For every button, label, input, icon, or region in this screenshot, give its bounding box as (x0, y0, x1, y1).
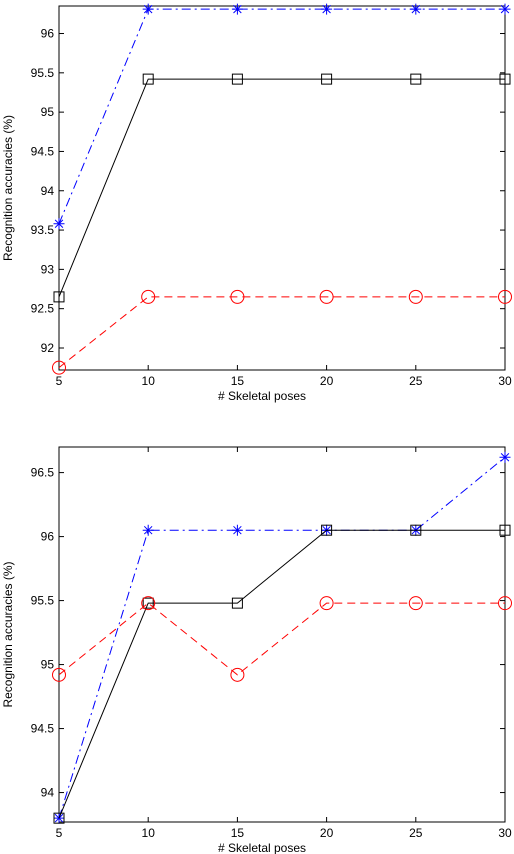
series-line (58, 456, 506, 819)
y-tick-label: 96.5 (31, 466, 55, 480)
data-point-circle (141, 289, 156, 304)
series-asterisk (53, 3, 511, 230)
data-point-asterisk (231, 524, 243, 536)
series-line (58, 296, 505, 368)
chart-2: 5 10 15 20 25 30 94 94.5 95 95.5 96 96.5 # Skeletal … (1, 446, 512, 854)
data-point-asterisk (499, 451, 511, 463)
data-point-circle (230, 667, 245, 682)
y-tick-label: 94 (41, 184, 55, 198)
data-point-circle (498, 289, 512, 304)
y-tick-label: 95 (41, 658, 55, 672)
y-tick-label: 95.5 (31, 594, 55, 608)
data-point-circle (408, 596, 423, 611)
data-point-circle (319, 289, 334, 304)
data-point-square (53, 291, 65, 303)
data-point-square (499, 73, 511, 85)
y-tick-label: 95.5 (31, 66, 55, 80)
plot-frame (58, 446, 506, 823)
data-point-asterisk (499, 3, 511, 15)
data-point-square (499, 524, 511, 536)
x-tick-label: 25 (409, 826, 423, 840)
y-tick-label: 94 (41, 786, 55, 800)
data-point-asterisk (410, 3, 422, 15)
series-square (53, 524, 511, 824)
x-tick-label: 5 (56, 374, 63, 388)
y-tick-label: 94.5 (31, 144, 55, 158)
x-tick-label: 10 (142, 826, 156, 840)
y-tick-label: 95 (41, 105, 55, 119)
x-tick-label: 20 (320, 826, 334, 840)
data-point-circle (52, 360, 66, 375)
data-point-square (231, 73, 243, 85)
x-tick-label: 15 (231, 826, 245, 840)
data-point-square (321, 73, 333, 85)
data-point-square (321, 524, 333, 536)
data-point-circle (319, 596, 334, 611)
x-tick-label: 30 (498, 826, 512, 840)
data-point-square (53, 812, 65, 824)
y-tick-label: 94.5 (31, 722, 55, 736)
y-axis-label: Recognition accuracies (%) (1, 561, 15, 707)
series-line (58, 529, 505, 819)
series-line (58, 8, 505, 224)
y-tick-label: 93.5 (31, 223, 55, 237)
y-tick-label: 92 (41, 341, 55, 355)
data-point-asterisk (321, 3, 333, 15)
data-point-circle (141, 596, 156, 611)
y-tick-label: 96 (41, 530, 55, 544)
plot-frame (58, 5, 506, 371)
data-point-asterisk (142, 524, 154, 536)
series-line (58, 602, 505, 676)
data-point-square (410, 73, 422, 85)
y-axis-label: Recognition accuracies (%) (1, 115, 15, 261)
x-axis-label: # Skeletal poses (218, 841, 306, 854)
data-point-circle (230, 289, 245, 304)
x-tick-label: 20 (320, 374, 334, 388)
x-tick-label: 5 (56, 826, 63, 840)
series-line (58, 78, 505, 298)
x-tick-label: 10 (142, 374, 156, 388)
data-point-square (142, 73, 154, 85)
data-point-asterisk (53, 218, 65, 230)
y-tick-label: 92.5 (31, 302, 55, 316)
data-point-square (231, 597, 243, 609)
y-tick-label: 96 (41, 27, 55, 41)
data-point-circle (52, 667, 66, 682)
series-circle (52, 596, 512, 682)
data-point-square (142, 597, 154, 609)
data-point-asterisk (142, 3, 154, 15)
x-axis-label: # Skeletal poses (218, 389, 306, 403)
y-tick-label: 93 (41, 262, 55, 276)
data-point-circle (408, 289, 423, 304)
data-point-asterisk (231, 3, 243, 15)
x-tick-label: 15 (231, 374, 245, 388)
series-square (53, 73, 511, 303)
x-tick-label: 25 (409, 374, 423, 388)
data-point-circle (498, 596, 512, 611)
series-circle (52, 289, 512, 375)
data-point-square (410, 524, 422, 536)
chart-1: 5 10 15 20 25 30 92 92.5 93 93.5 94 94.5 95 95.5 96 # S… (1, 3, 512, 403)
x-tick-label: 30 (498, 374, 512, 388)
series-asterisk (53, 451, 511, 824)
